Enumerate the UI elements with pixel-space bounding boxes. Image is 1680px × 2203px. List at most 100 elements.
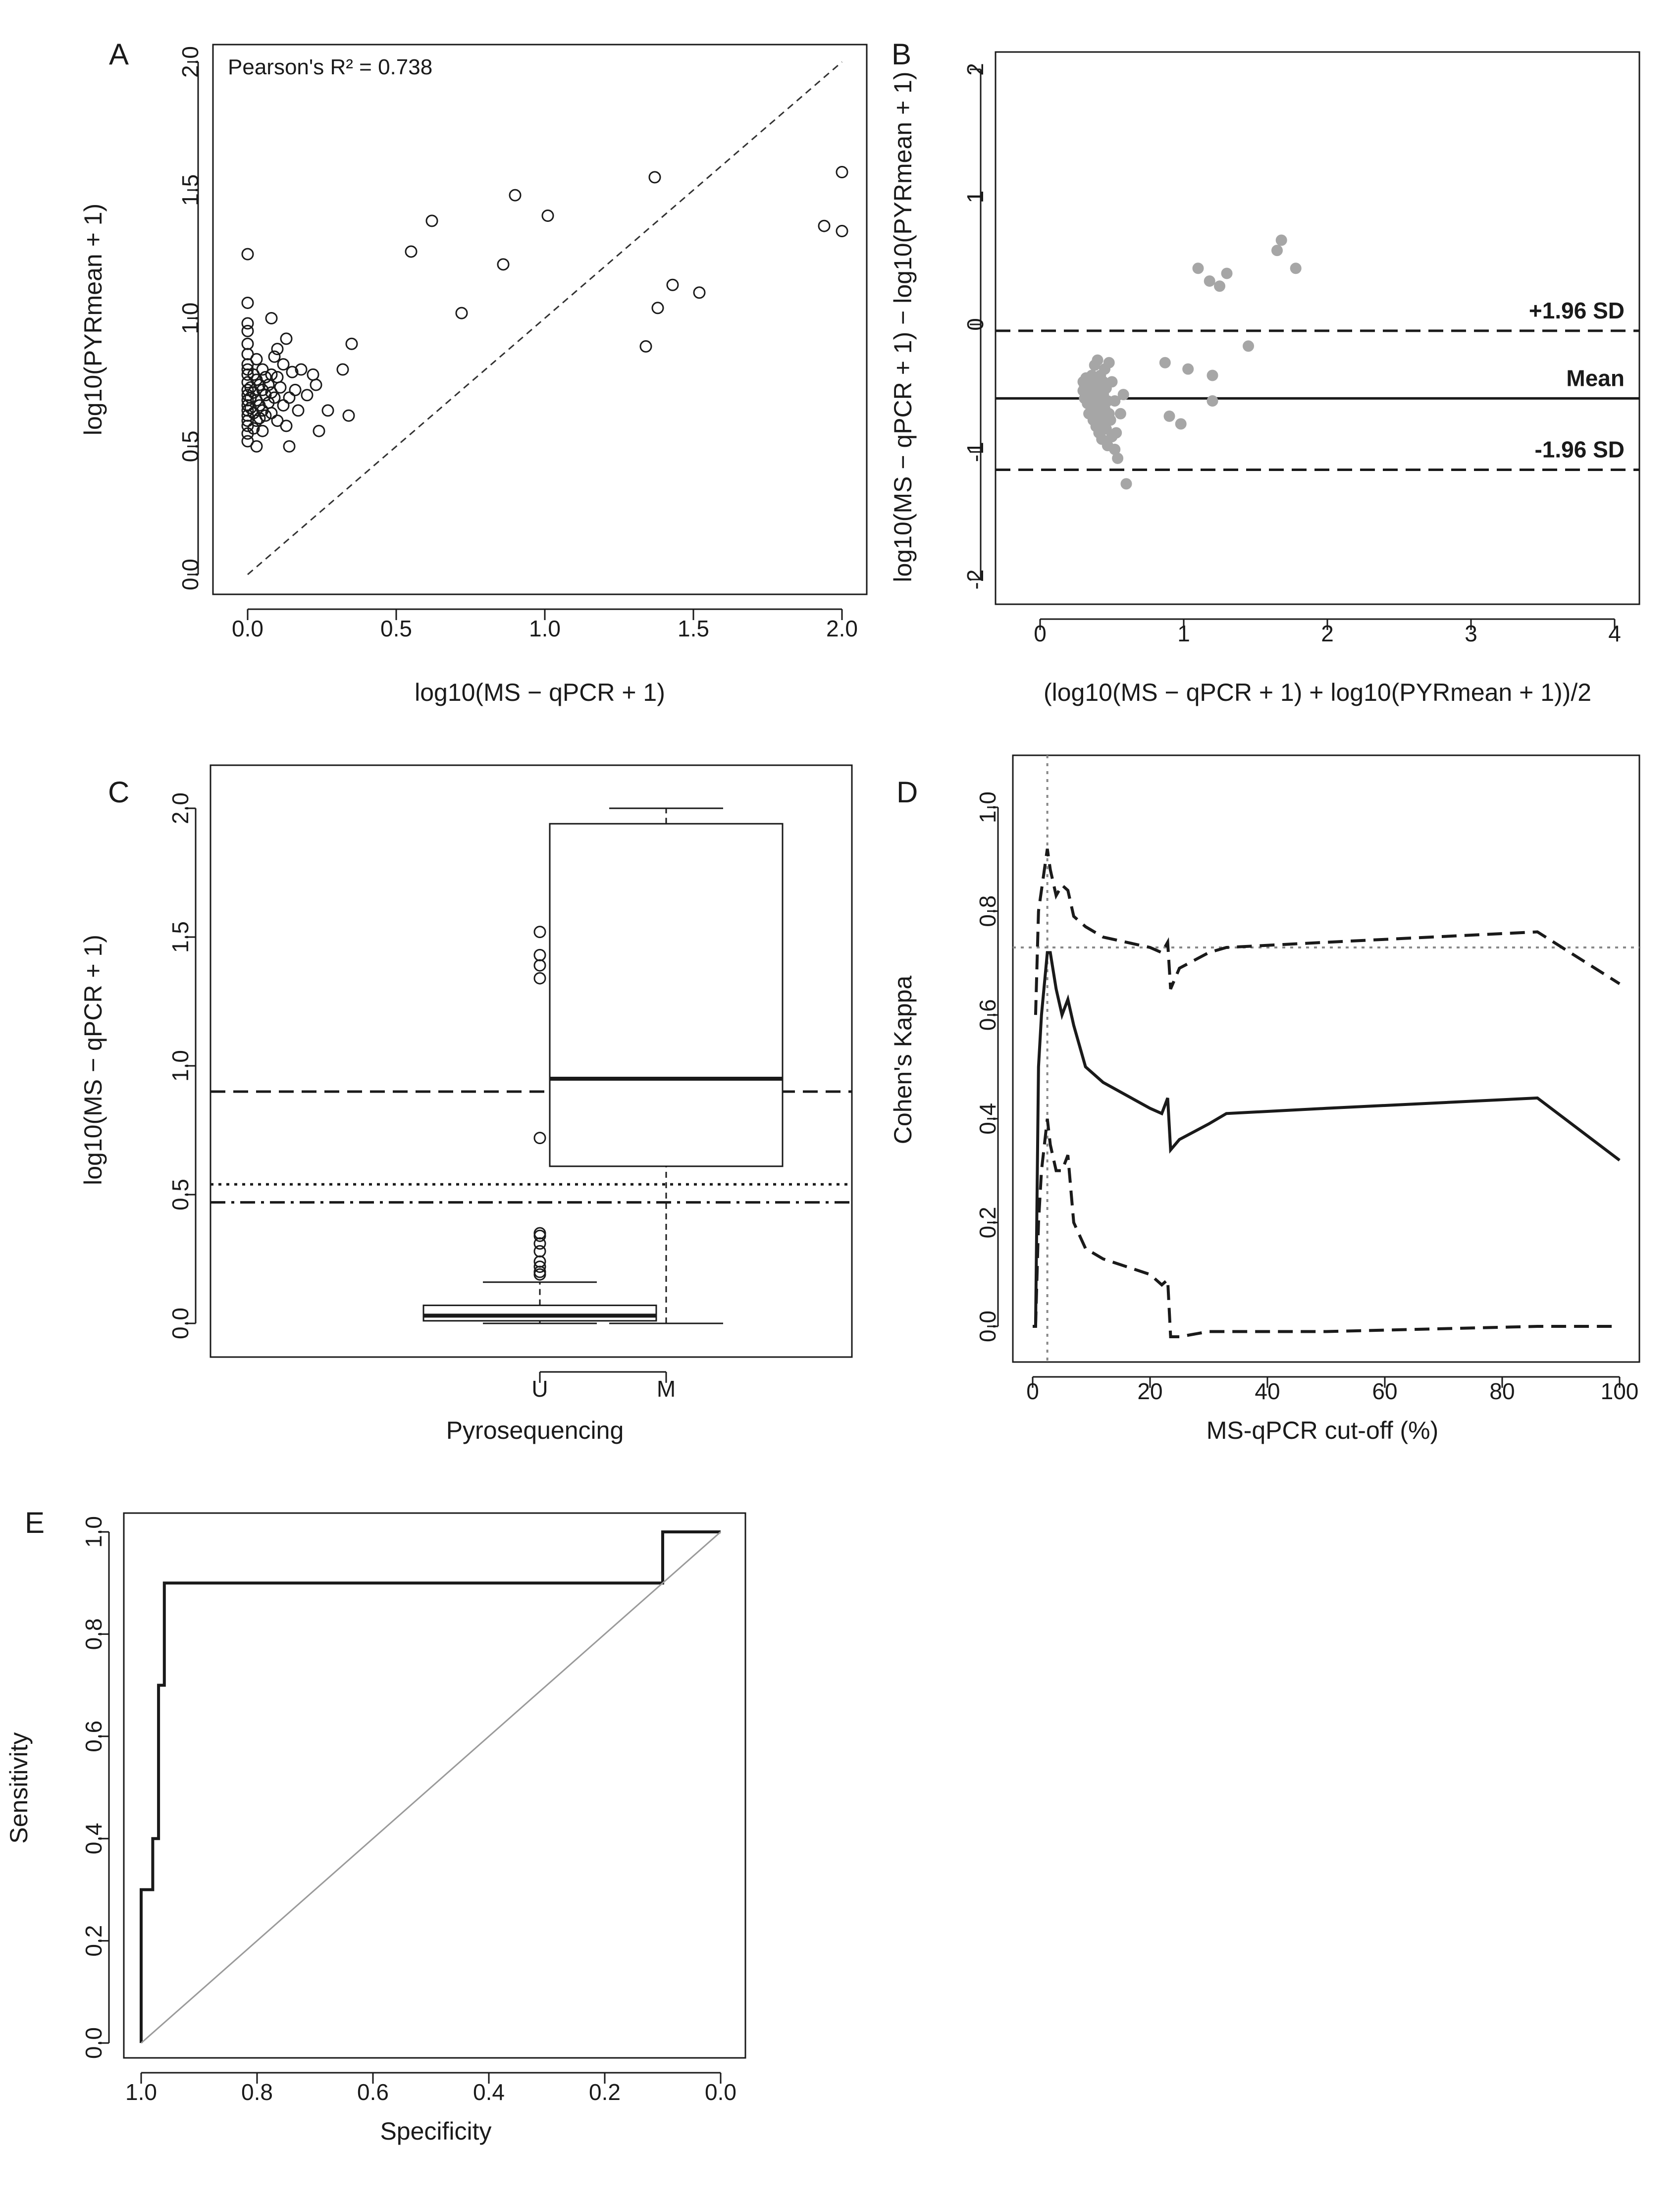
y-axis-label: log10(MS − qPCR + 1) − log10(PYRmean + 1… bbox=[889, 71, 917, 582]
data-point bbox=[250, 440, 263, 453]
x-tick-label: 0 bbox=[1026, 1378, 1039, 1404]
plot-frame bbox=[123, 1512, 746, 2059]
panel-C: C 0.0 0.5 1.0 1.5 2.0 U M Pyrosequencing log10(MS… bbox=[79, 764, 853, 1444]
x-tick-label: 0.0 bbox=[705, 2079, 736, 2105]
x-tick-label: 20 bbox=[1137, 1378, 1162, 1404]
x-tick-label: 0.4 bbox=[473, 2079, 505, 2105]
data-point bbox=[1204, 275, 1215, 287]
data-point bbox=[256, 424, 269, 437]
data-point bbox=[259, 371, 272, 384]
data-point bbox=[268, 391, 281, 404]
data-point bbox=[250, 353, 263, 366]
y-tick-label: 0.0 bbox=[975, 1311, 1000, 1342]
data-point bbox=[313, 424, 325, 437]
data-point bbox=[241, 248, 254, 261]
data-point bbox=[336, 363, 349, 376]
x-axis-label: log10(MS − qPCR + 1) bbox=[415, 679, 665, 706]
data-point bbox=[259, 409, 272, 422]
box-outlier bbox=[533, 1268, 546, 1281]
panel-D: D 0.0 0.2 0.4 0.6 0.8 1.0 0 20 40 60 80 100 MS-qPCR c… bbox=[889, 754, 1640, 1444]
box-outlier bbox=[533, 1132, 546, 1145]
data-point bbox=[247, 422, 260, 435]
y-tick-label: 2.0 bbox=[167, 792, 193, 824]
box-outlier bbox=[533, 959, 546, 972]
x-tick-label: 0.6 bbox=[357, 2079, 389, 2105]
x-tick-label: 40 bbox=[1255, 1378, 1280, 1404]
x-tick-label: 2.0 bbox=[826, 616, 858, 641]
data-point bbox=[1114, 408, 1126, 420]
plot-frame bbox=[995, 51, 1640, 605]
y-tick-label: 1.0 bbox=[177, 303, 203, 334]
data-point bbox=[268, 350, 281, 363]
data-point bbox=[1175, 418, 1187, 430]
data-point bbox=[1110, 427, 1122, 439]
box-body bbox=[549, 823, 784, 1167]
y-tick-label: 0.6 bbox=[81, 1721, 106, 1752]
y-tick-label: -1 bbox=[962, 442, 988, 462]
data-point bbox=[1104, 414, 1116, 426]
data-point bbox=[1109, 395, 1121, 407]
data-point bbox=[283, 391, 296, 404]
data-point bbox=[301, 389, 314, 402]
box-body bbox=[422, 1305, 657, 1322]
data-point bbox=[292, 404, 305, 417]
x-tick-label: 3 bbox=[1465, 621, 1477, 646]
data-point bbox=[1192, 262, 1204, 274]
data-point bbox=[247, 386, 260, 399]
data-point bbox=[1163, 410, 1175, 422]
x-tick-label: U bbox=[531, 1376, 548, 1402]
data-point bbox=[1214, 280, 1225, 292]
panel-E: E 0.0 0.2 0.4 0.6 0.8 1.0 1.0 0.8 0.6 0.4 0.2 0.0 Spe… bbox=[5, 1506, 746, 2145]
x-axis-label: Pyrosequencing bbox=[446, 1416, 624, 1444]
x-axis-label: MS-qPCR cut-off (%) bbox=[1207, 1416, 1439, 1444]
y-tick-label: 0.8 bbox=[975, 895, 1000, 927]
box-outlier bbox=[533, 1245, 546, 1258]
plot-frame bbox=[210, 764, 853, 1358]
series-kappa bbox=[1033, 951, 1621, 1328]
series-chance bbox=[141, 1531, 721, 2044]
y-tick-label: 1.0 bbox=[167, 1050, 193, 1082]
box-outlier bbox=[533, 948, 546, 961]
y-tick-label: 0.0 bbox=[167, 1308, 193, 1339]
data-point bbox=[241, 415, 254, 427]
data-point bbox=[509, 189, 522, 202]
data-point bbox=[1290, 262, 1302, 274]
x-tick-label: 2 bbox=[1321, 621, 1334, 646]
data-point bbox=[283, 440, 296, 453]
data-point bbox=[836, 225, 848, 238]
box-outlier bbox=[533, 1227, 546, 1240]
y-axis-label: log10(PYRmean + 1) bbox=[79, 204, 107, 435]
data-point bbox=[648, 171, 661, 184]
y-tick-label: 0.4 bbox=[81, 1823, 106, 1854]
reference-line-label: -1.96 SD bbox=[1534, 437, 1625, 463]
data-point bbox=[345, 337, 358, 350]
data-point bbox=[541, 210, 554, 222]
data-point bbox=[1243, 340, 1254, 352]
data-point bbox=[455, 307, 468, 319]
data-point bbox=[818, 219, 831, 232]
box-outlier bbox=[533, 926, 546, 939]
y-axis-label: log10(MS − qPCR + 1) bbox=[79, 935, 107, 1185]
panel-A: A 0.0 0.5 1.0 1.5 2.0 0.0 0.5 1.0 1.5 2.0 log10(MS … bbox=[79, 38, 868, 706]
x-tick-label: 1 bbox=[1177, 621, 1190, 646]
data-point bbox=[425, 214, 438, 227]
data-point bbox=[280, 332, 293, 345]
data-point bbox=[271, 343, 284, 356]
x-tick-label: 4 bbox=[1608, 621, 1621, 646]
data-point bbox=[1120, 478, 1132, 490]
x-tick-label: 100 bbox=[1601, 1378, 1639, 1404]
y-tick-label: 0.5 bbox=[177, 430, 203, 462]
y-tick-label: 0.4 bbox=[975, 1103, 1000, 1135]
y-tick-label: 0.2 bbox=[975, 1206, 1000, 1238]
data-point bbox=[836, 166, 848, 179]
y-tick-label: 0.2 bbox=[81, 1925, 106, 1957]
series-lower-ci bbox=[1034, 1118, 1620, 1338]
data-point bbox=[1182, 363, 1194, 375]
panel-letter: C bbox=[108, 776, 129, 809]
box-outlier bbox=[533, 1229, 546, 1242]
y-tick-label: 0.0 bbox=[81, 2027, 106, 2059]
series-roc-curve bbox=[140, 1530, 721, 2043]
x-axis-label: (log10(MS − qPCR + 1) + log10(PYRmean + … bbox=[1044, 679, 1591, 706]
panel-letter: B bbox=[892, 38, 911, 71]
